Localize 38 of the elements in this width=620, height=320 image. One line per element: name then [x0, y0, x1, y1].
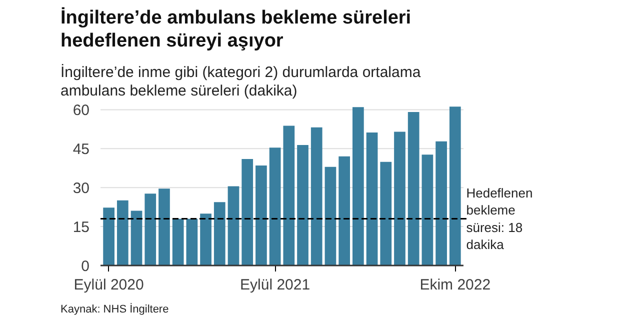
- bar: [352, 107, 364, 266]
- bar: [408, 112, 420, 266]
- bar: [449, 106, 461, 266]
- bar: [256, 166, 267, 266]
- bar: [228, 186, 240, 266]
- text: Kaynak: NHS İngiltere: [60, 302, 169, 316]
- y-tick-label: 45: [72, 141, 90, 158]
- bar: [200, 214, 212, 266]
- y-tick-label: 30: [72, 180, 90, 198]
- x-tick-label: Eylül 2021: [240, 276, 310, 294]
- bar: [116, 200, 128, 266]
- chart-title: İngiltere’de ambulans bekleme süreleri hedeflenen süreyi aşıyor: [60, 6, 412, 52]
- bar: [269, 148, 281, 266]
- y-tick-label: 15: [72, 219, 90, 236]
- bar: [297, 145, 308, 266]
- bar: [144, 194, 156, 266]
- y-tick-label: 0: [81, 258, 90, 275]
- bar: [130, 210, 142, 266]
- chart-subtitle: İngiltere’de inme gibi (kategori 2) durumlarda ortalama ambulans bekleme süreleri (dakika): [60, 62, 422, 100]
- x-tick-label: Ekim 2022: [420, 276, 491, 294]
- bar: [324, 166, 336, 266]
- bar: [436, 141, 447, 266]
- x-tick-label: Eylül 2020: [74, 276, 144, 294]
- bar: [394, 132, 406, 266]
- bar: [310, 127, 322, 266]
- bar: [186, 218, 198, 266]
- y-tick-label: 60: [72, 102, 90, 120]
- bar: [158, 188, 170, 266]
- bar: [380, 162, 392, 266]
- bar: [172, 218, 184, 266]
- bar: [214, 202, 226, 266]
- bar: [103, 208, 114, 266]
- bar: [422, 154, 434, 266]
- bar: [242, 159, 254, 266]
- bar: [366, 132, 378, 266]
- ref-line-label: Hedeflenen bekleme süresi: 18 dakika: [466, 185, 533, 252]
- bar: [283, 126, 295, 266]
- bar: [338, 156, 350, 266]
